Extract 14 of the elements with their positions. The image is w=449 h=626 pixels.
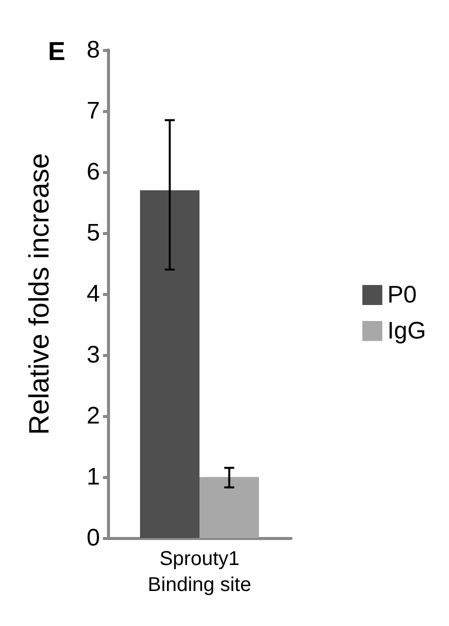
x-tick-label: Sprouty1 Binding site xyxy=(148,548,252,596)
y-tick-label: 5 xyxy=(86,220,100,246)
y-tick-label: 2 xyxy=(86,402,100,430)
y-tick-label: 7 xyxy=(86,98,100,124)
legend-label: IgG xyxy=(387,318,426,344)
y-tick-label: 0 xyxy=(86,524,100,552)
y-tick-label: 6 xyxy=(86,158,100,186)
y-tick-label: 8 xyxy=(86,36,100,64)
y-tick-label: 3 xyxy=(86,342,100,368)
y-tick-label: 4 xyxy=(86,280,100,308)
legend-label: P0 xyxy=(387,282,417,308)
y-axis-title: Relative folds increase xyxy=(24,153,54,435)
text: E xyxy=(48,36,66,66)
y-tick-label: 1 xyxy=(86,464,100,490)
